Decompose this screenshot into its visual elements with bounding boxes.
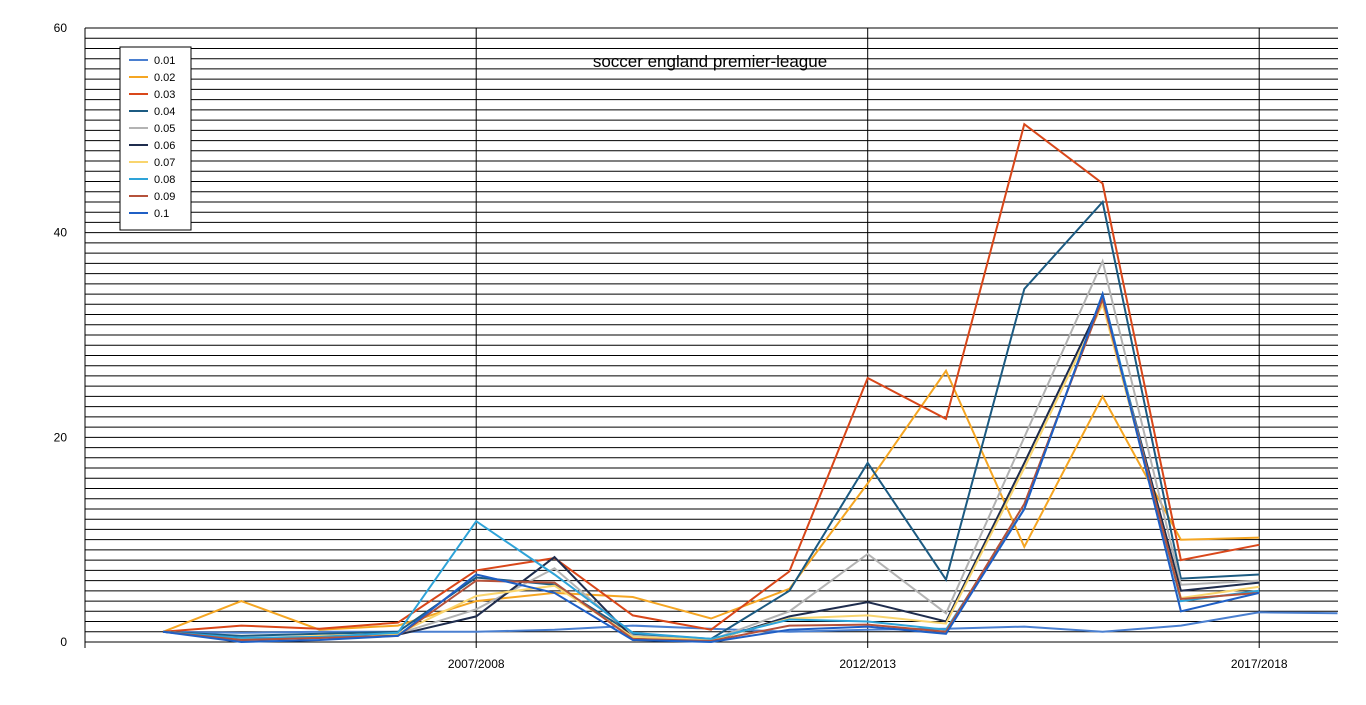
legend-label: 0.01 xyxy=(154,55,175,67)
series-line-0.08 xyxy=(162,290,1260,640)
chart-title: soccer england premier-league xyxy=(593,52,827,71)
series-line-0.04 xyxy=(162,199,1260,640)
legend-label: 0.04 xyxy=(154,106,175,118)
y-tick-label: 60 xyxy=(54,21,68,35)
legend-label: 0.1 xyxy=(154,208,169,220)
series-line-0.07 xyxy=(162,301,1260,642)
legend-label: 0.07 xyxy=(154,157,175,169)
y-tick-label: 40 xyxy=(54,226,68,240)
legend-label: 0.06 xyxy=(154,140,175,152)
y-tick-labels: 0 20 40 60 xyxy=(54,21,68,649)
legend-label: 0.05 xyxy=(154,123,175,135)
x-tick-label: 2007/2008 xyxy=(448,657,505,671)
legend-label: 0.08 xyxy=(154,174,175,186)
series-line-0.09 xyxy=(162,295,1260,643)
y-tick-label: 0 xyxy=(60,635,67,649)
x-tick-labels: 2007/2008 2012/2013 2017/2018 xyxy=(448,657,1288,671)
legend-label: 0.09 xyxy=(154,191,175,203)
series-line-0.02 xyxy=(162,368,1260,633)
y-tick-label: 20 xyxy=(54,430,68,444)
legend: 0.01 0.02 0.03 0.04 0.05 0.06 0.07 0.08 0.09 0.1 xyxy=(119,46,192,231)
series-line-0.03 xyxy=(162,122,1260,633)
x-tick-label: 2012/2013 xyxy=(839,657,896,671)
series-line-0.06 xyxy=(162,296,1260,643)
major-gridlines xyxy=(85,27,1338,642)
series-lines xyxy=(162,122,1338,644)
minor-gridlines xyxy=(85,37,1338,633)
series-line-0.1 xyxy=(162,290,1260,644)
legend-label: 0.02 xyxy=(154,72,175,84)
x-tick-label: 2017/2018 xyxy=(1231,657,1288,671)
axes xyxy=(84,28,1338,648)
legend-label: 0.03 xyxy=(154,89,175,101)
